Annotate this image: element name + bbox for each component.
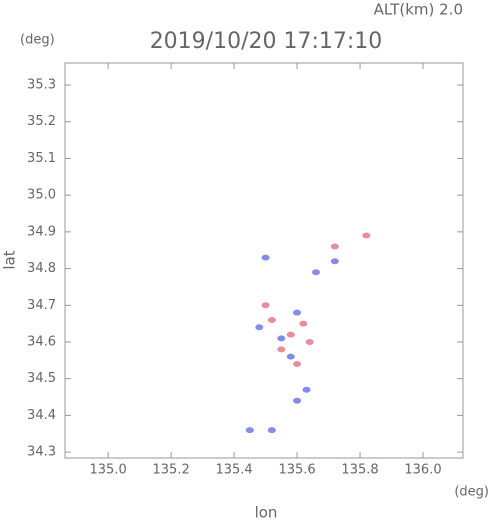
point xyxy=(293,397,302,404)
y-tick-label: 34.9 xyxy=(27,224,56,239)
x-tick-label: 135.6 xyxy=(278,463,315,478)
y-unit: (deg) xyxy=(20,33,55,48)
y-tick-label: 35.1 xyxy=(27,151,56,166)
y-tick-label: 34.8 xyxy=(27,261,56,276)
y-tick-label: 35.3 xyxy=(27,78,56,93)
point xyxy=(305,338,314,345)
y-tick-label: 34.3 xyxy=(27,445,56,460)
x-tick-label: 135.8 xyxy=(341,463,378,478)
y-axis-label: lat xyxy=(1,250,19,269)
point xyxy=(245,427,254,434)
y-tick-label: 35.0 xyxy=(27,188,56,203)
point xyxy=(293,361,302,368)
x-tick-label: 135.2 xyxy=(153,463,190,478)
y-tick-label: 35.2 xyxy=(27,114,56,129)
point xyxy=(261,254,270,261)
point xyxy=(255,324,264,331)
point xyxy=(362,232,371,239)
y-tick-label: 34.6 xyxy=(27,334,56,349)
header-label: ALT(km) 2.0 xyxy=(374,1,463,19)
point xyxy=(302,386,311,393)
plot-frame xyxy=(64,62,464,459)
point xyxy=(267,316,276,323)
point xyxy=(330,258,339,265)
y-tick-label: 34.7 xyxy=(27,298,56,313)
y-tick-label: 34.5 xyxy=(27,371,56,386)
point xyxy=(261,302,270,309)
point xyxy=(277,335,286,342)
y-tick-label: 34.4 xyxy=(27,408,56,423)
x-axis-label: lon xyxy=(255,504,278,521)
point xyxy=(299,320,308,327)
x-tick-label: 135.0 xyxy=(90,463,127,478)
point xyxy=(293,309,302,316)
x-tick-label: 136.0 xyxy=(404,463,441,478)
x-tick-label: 135.4 xyxy=(215,463,252,478)
point xyxy=(330,243,339,250)
point xyxy=(286,331,295,338)
x-unit: (deg) xyxy=(454,485,489,500)
chart-title: 2019/10/20 17:17:10 xyxy=(150,29,383,54)
point xyxy=(286,353,295,360)
point xyxy=(311,269,320,276)
point xyxy=(277,346,286,353)
point xyxy=(267,427,276,434)
